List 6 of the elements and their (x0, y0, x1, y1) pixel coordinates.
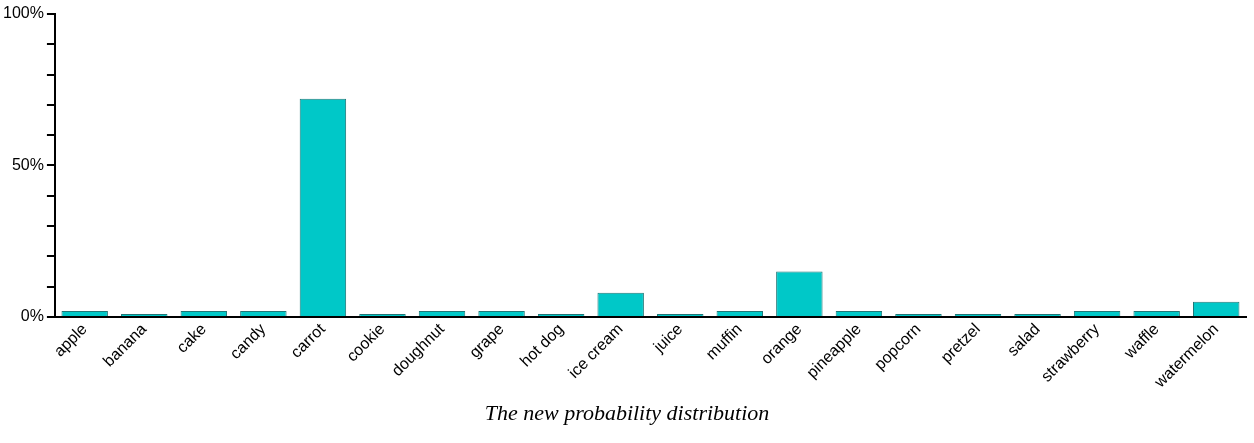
y-tick-label: 100% (3, 4, 44, 22)
text: The new probability distribution (483, 400, 771, 426)
x-tick-label: cake (173, 319, 210, 356)
x-tick-label: hot dog (516, 319, 567, 370)
y-tick-label: 50% (11, 155, 44, 173)
y-tick-label: 0% (20, 307, 44, 325)
